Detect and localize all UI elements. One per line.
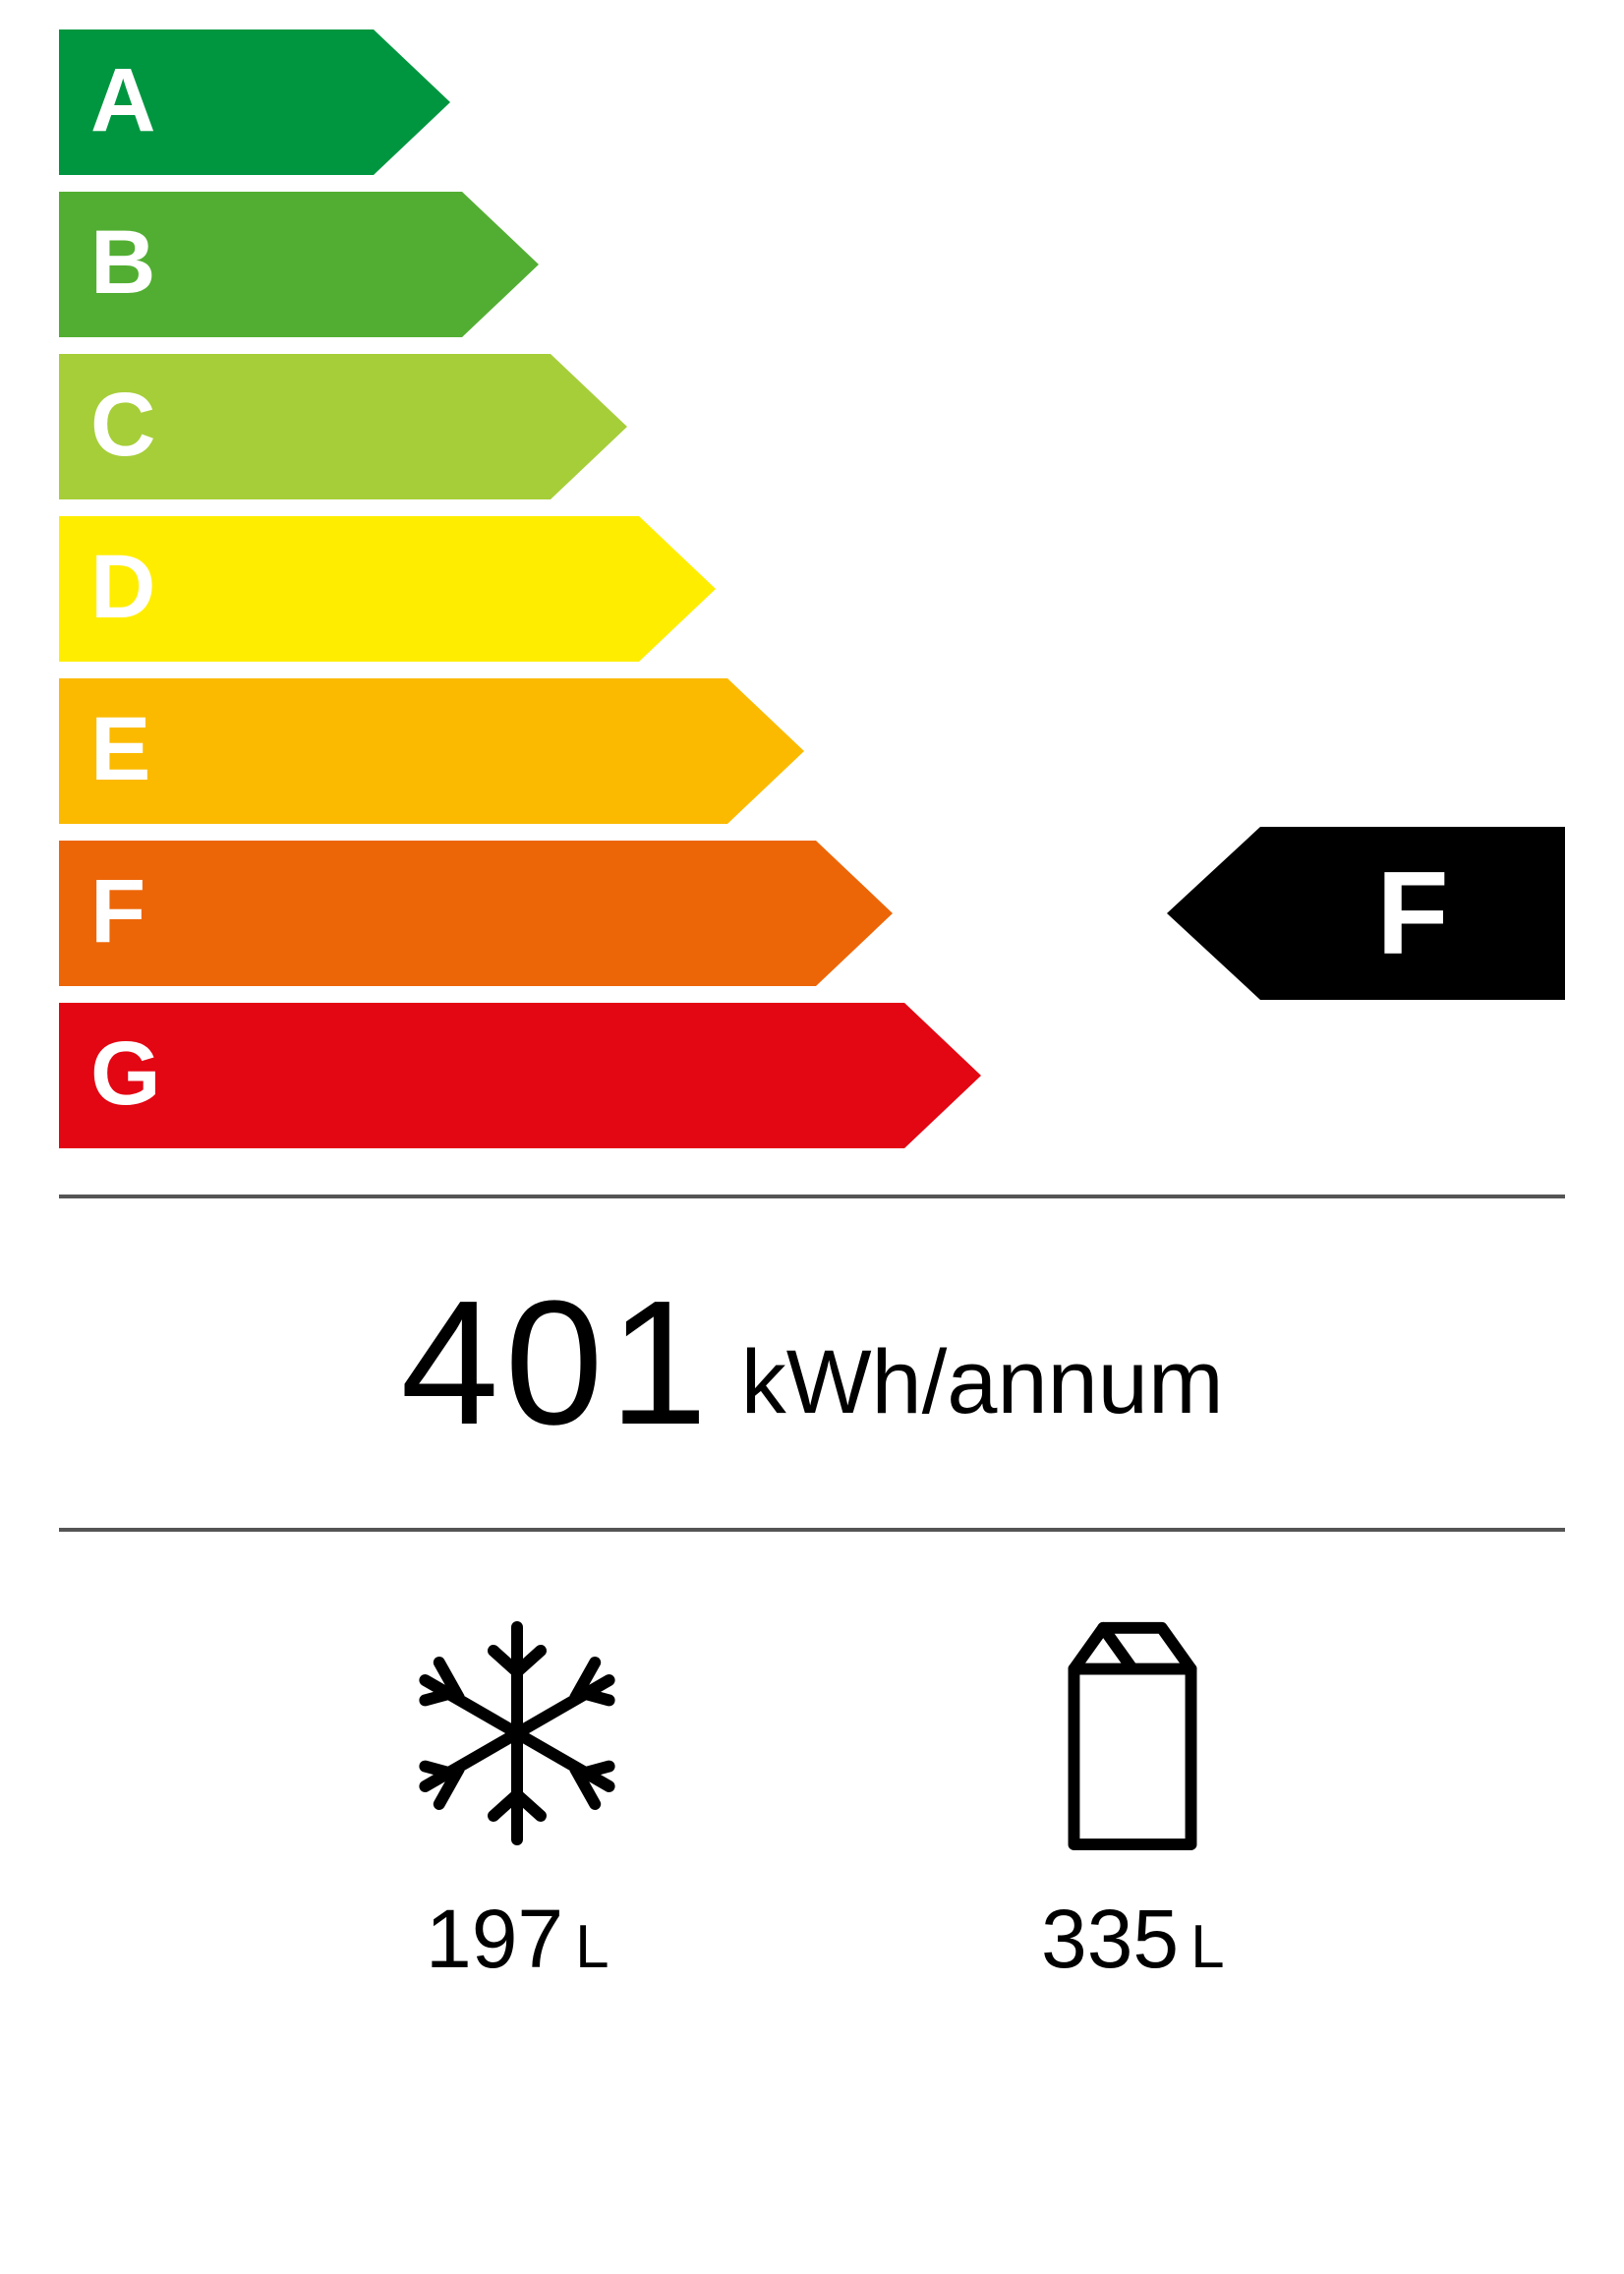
- product-rating-pointer: F: [1167, 827, 1565, 1000]
- compartment-milk-carton: 335L: [1041, 1610, 1225, 1987]
- class-bar-label: E: [90, 704, 150, 794]
- class-bar-label: B: [90, 217, 155, 308]
- milk-carton-icon: [1049, 1610, 1216, 1856]
- compartment-volume: 197L: [426, 1892, 609, 1987]
- class-bar-label: C: [90, 379, 155, 470]
- efficiency-class-scale: ABCDEFGF: [59, 29, 1565, 1195]
- class-bar-e: E: [59, 678, 804, 824]
- annual-consumption: 401 kWh/annum: [59, 1198, 1565, 1528]
- compartments-row: 197L 335L: [59, 1532, 1565, 1987]
- consumption-unit: kWh/annum: [741, 1331, 1224, 1434]
- class-bar-b: B: [59, 192, 539, 337]
- class-bar-a: A: [59, 29, 450, 175]
- class-bar-c: C: [59, 354, 627, 499]
- product-rating-label: F: [1376, 854, 1448, 972]
- compartment-volume: 335L: [1041, 1892, 1225, 1987]
- consumption-value: 401: [400, 1261, 713, 1465]
- compartment-snowflake: 197L: [399, 1610, 635, 1987]
- class-bar-label: A: [90, 55, 155, 146]
- class-bar-label: G: [90, 1028, 161, 1119]
- class-bar-f: F: [59, 841, 893, 986]
- class-bar-g: G: [59, 1003, 981, 1148]
- class-bar-label: D: [90, 542, 155, 632]
- class-bar-label: F: [90, 866, 145, 957]
- class-bar-d: D: [59, 516, 716, 662]
- snowflake-icon: [399, 1610, 635, 1856]
